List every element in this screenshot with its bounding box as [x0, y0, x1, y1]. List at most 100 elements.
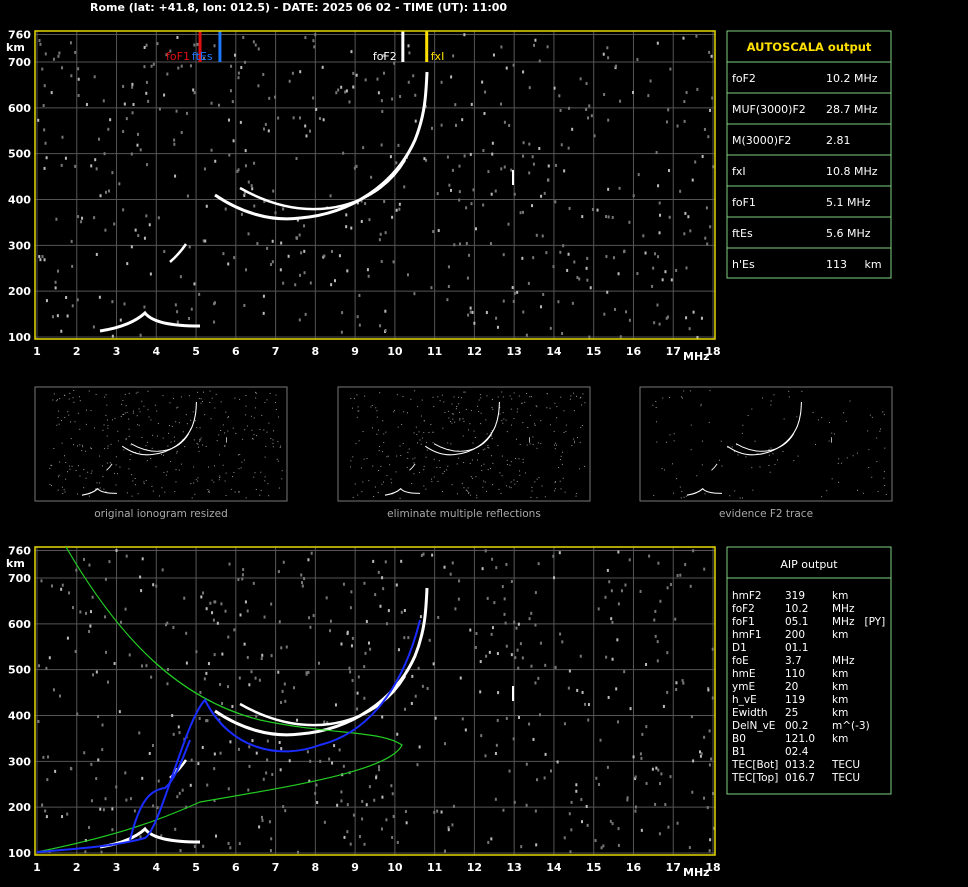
noise-dot [585, 805, 588, 809]
noise-dot [150, 419, 152, 421]
noise-dot [382, 587, 385, 591]
noise-dot [180, 64, 183, 68]
noise-dot [197, 443, 199, 445]
noise-dot [449, 421, 451, 423]
noise-dot [248, 745, 251, 749]
noise-dot [420, 553, 423, 557]
noise-dot [100, 850, 103, 854]
noise-dot [518, 395, 520, 397]
noise-dot [268, 422, 270, 424]
noise-dot [675, 268, 678, 272]
noise-dot [50, 464, 52, 466]
noise-dot [611, 657, 614, 661]
noise-dot [563, 169, 566, 173]
noise-dot [756, 453, 758, 455]
aip-cell: 25 [785, 707, 798, 719]
noise-dot [265, 445, 267, 447]
noise-dot [68, 398, 70, 400]
noise-dot [562, 451, 564, 453]
noise-dot [196, 427, 198, 429]
noise-dot [198, 716, 201, 720]
noise-dot [508, 123, 511, 127]
noise-dot [263, 615, 266, 619]
noise-dot [467, 490, 469, 492]
noise-dot [358, 440, 360, 442]
noise-dot [561, 640, 564, 644]
noise-dot [459, 411, 461, 413]
noise-dot [257, 84, 260, 88]
noise-dot [397, 648, 400, 652]
noise-dot [152, 434, 154, 436]
noise-dot [304, 312, 307, 316]
noise-dot [205, 719, 208, 723]
noise-dot [75, 568, 78, 572]
noise-dot [308, 616, 311, 620]
noise-dot [162, 395, 164, 397]
noise-dot [137, 424, 139, 426]
noise-dot [136, 132, 139, 136]
noise-dot [352, 85, 355, 89]
noise-dot [669, 67, 672, 71]
noise-dot [453, 396, 455, 398]
noise-dot [491, 438, 493, 440]
noise-dot [151, 743, 154, 747]
noise-dot [173, 436, 175, 438]
noise-dot [617, 843, 620, 847]
noise-dot [472, 188, 475, 192]
noise-dot [115, 549, 118, 553]
noise-dot [582, 393, 584, 395]
noise-dot [380, 99, 383, 103]
noise-dot [692, 549, 695, 553]
noise-dot [173, 142, 176, 146]
noise-dot [193, 43, 196, 47]
noise-dot [55, 400, 57, 402]
noise-dot [444, 742, 447, 746]
noise-dot [170, 441, 172, 443]
noise-dot [883, 414, 885, 416]
noise-dot [179, 849, 182, 853]
noise-dot [484, 549, 487, 553]
noise-dot [298, 233, 301, 237]
noise-dot [419, 615, 422, 619]
noise-dot [581, 690, 584, 694]
noise-dot [516, 648, 519, 652]
noise-dot [246, 609, 249, 613]
noise-dot [553, 490, 555, 492]
noise-dot [178, 422, 180, 424]
noise-dot [340, 330, 343, 334]
noise-dot [299, 70, 302, 74]
noise-dot [540, 305, 543, 309]
noise-dot [198, 292, 201, 296]
noise-dot [505, 66, 508, 70]
noise-dot [363, 458, 365, 460]
noise-dot [709, 108, 712, 112]
noise-dot [43, 258, 46, 262]
noise-dot [284, 809, 287, 813]
noise-dot [628, 558, 631, 562]
noise-dot [387, 609, 390, 613]
noise-dot [244, 60, 247, 64]
noise-dot [469, 463, 471, 465]
noise-dot [131, 474, 133, 476]
noise-dot [396, 732, 399, 736]
noise-dot [44, 141, 47, 145]
noise-dot [280, 241, 283, 245]
noise-dot [391, 482, 393, 484]
noise-dot [64, 394, 66, 396]
noise-dot [57, 476, 59, 478]
noise-dot [38, 39, 41, 43]
noise-dot [285, 645, 288, 649]
noise-dot [547, 178, 550, 182]
noise-dot [644, 251, 647, 255]
noise-dot [260, 489, 262, 491]
noise-dot [667, 108, 670, 112]
noise-dot [407, 636, 410, 640]
noise-dot [186, 423, 188, 425]
noise-dot [465, 408, 467, 410]
noise-dot [356, 707, 359, 711]
noise-dot [400, 454, 402, 456]
noise-dot [132, 480, 134, 482]
noise-dot [143, 236, 146, 240]
noise-dot [841, 462, 843, 464]
noise-dot [505, 562, 508, 566]
